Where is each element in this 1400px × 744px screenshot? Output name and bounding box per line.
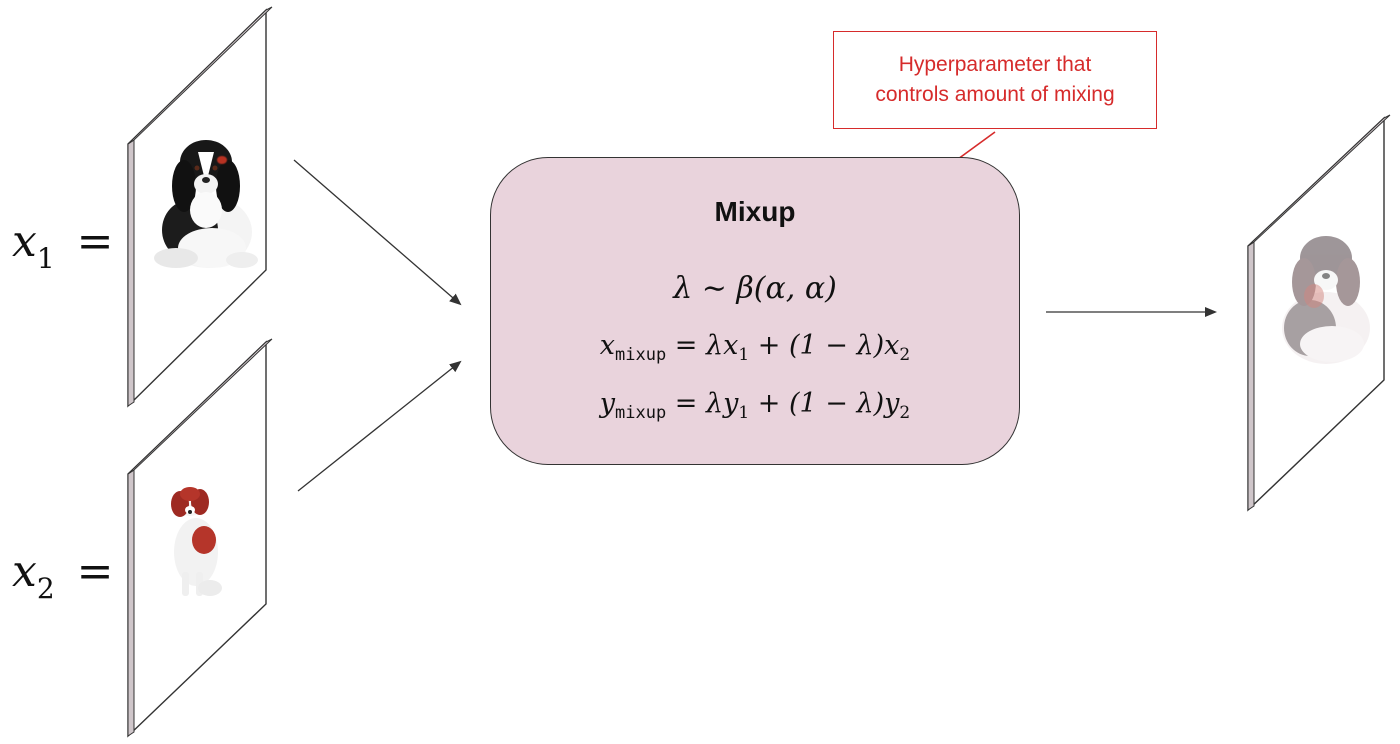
y-mixup-var: y [599, 388, 616, 419]
image-frame-x1 [127, 6, 273, 408]
dog-photo-2-icon [171, 487, 222, 596]
x2-equals: = [76, 546, 114, 597]
dog-photo-1-icon [154, 140, 258, 268]
x1-var: x [12, 216, 37, 267]
x2-subscript: 2 [36, 572, 55, 605]
x2-label: x2 = [12, 546, 114, 605]
y-mixup-subscript: mixup [615, 403, 667, 423]
arrow-x2-to-mixup [297, 360, 462, 492]
x1-equals: = [76, 216, 114, 267]
mixup-title: Mixup [714, 196, 796, 227]
y-mixup-term-a: = λy [666, 388, 739, 419]
x2-var: x [12, 546, 37, 597]
y-mixup-sub-a: 1 [738, 403, 750, 423]
x-mixup-sub-b: 2 [899, 345, 911, 365]
image-frame-output [1247, 114, 1391, 512]
y-mixup-sub-b: 2 [899, 403, 911, 423]
hyperparameter-callout: Hyperparameter that controls amount of m… [833, 31, 1157, 129]
lambda-equation: λ ∼ β(α, α) [491, 271, 1019, 306]
mixup-box: Mixup λ ∼ β(α, α) xmixup = λx1 + (1 − λ)… [490, 157, 1020, 465]
x-mixup-sub-a: 1 [738, 345, 750, 365]
x-mixup-var: x [599, 330, 616, 361]
x1-subscript: 1 [36, 242, 55, 275]
x-mixup-term-b: + (1 − λ)x [749, 330, 900, 361]
x-mixup-term-a: = λx [666, 330, 739, 361]
beta-distribution: β(α, α) [736, 271, 837, 306]
x-mixup-equation: xmixup = λx1 + (1 − λ)x2 [491, 330, 1019, 365]
arrow-x1-to-mixup [293, 159, 462, 306]
sim-symbol: ∼ [692, 271, 737, 306]
callout-line-2: controls amount of mixing [875, 83, 1115, 106]
y-mixup-equation: ymixup = λy1 + (1 − λ)y2 [491, 388, 1019, 423]
y-mixup-term-b: + (1 − λ)y [749, 388, 900, 419]
image-frame-x2 [127, 338, 273, 738]
lambda-symbol: λ [673, 271, 693, 306]
callout-line-1: Hyperparameter that [898, 53, 1092, 76]
x1-label: x1 = [12, 216, 114, 275]
x-mixup-subscript: mixup [615, 345, 667, 365]
mixed-dog-photo-icon [1282, 236, 1370, 364]
